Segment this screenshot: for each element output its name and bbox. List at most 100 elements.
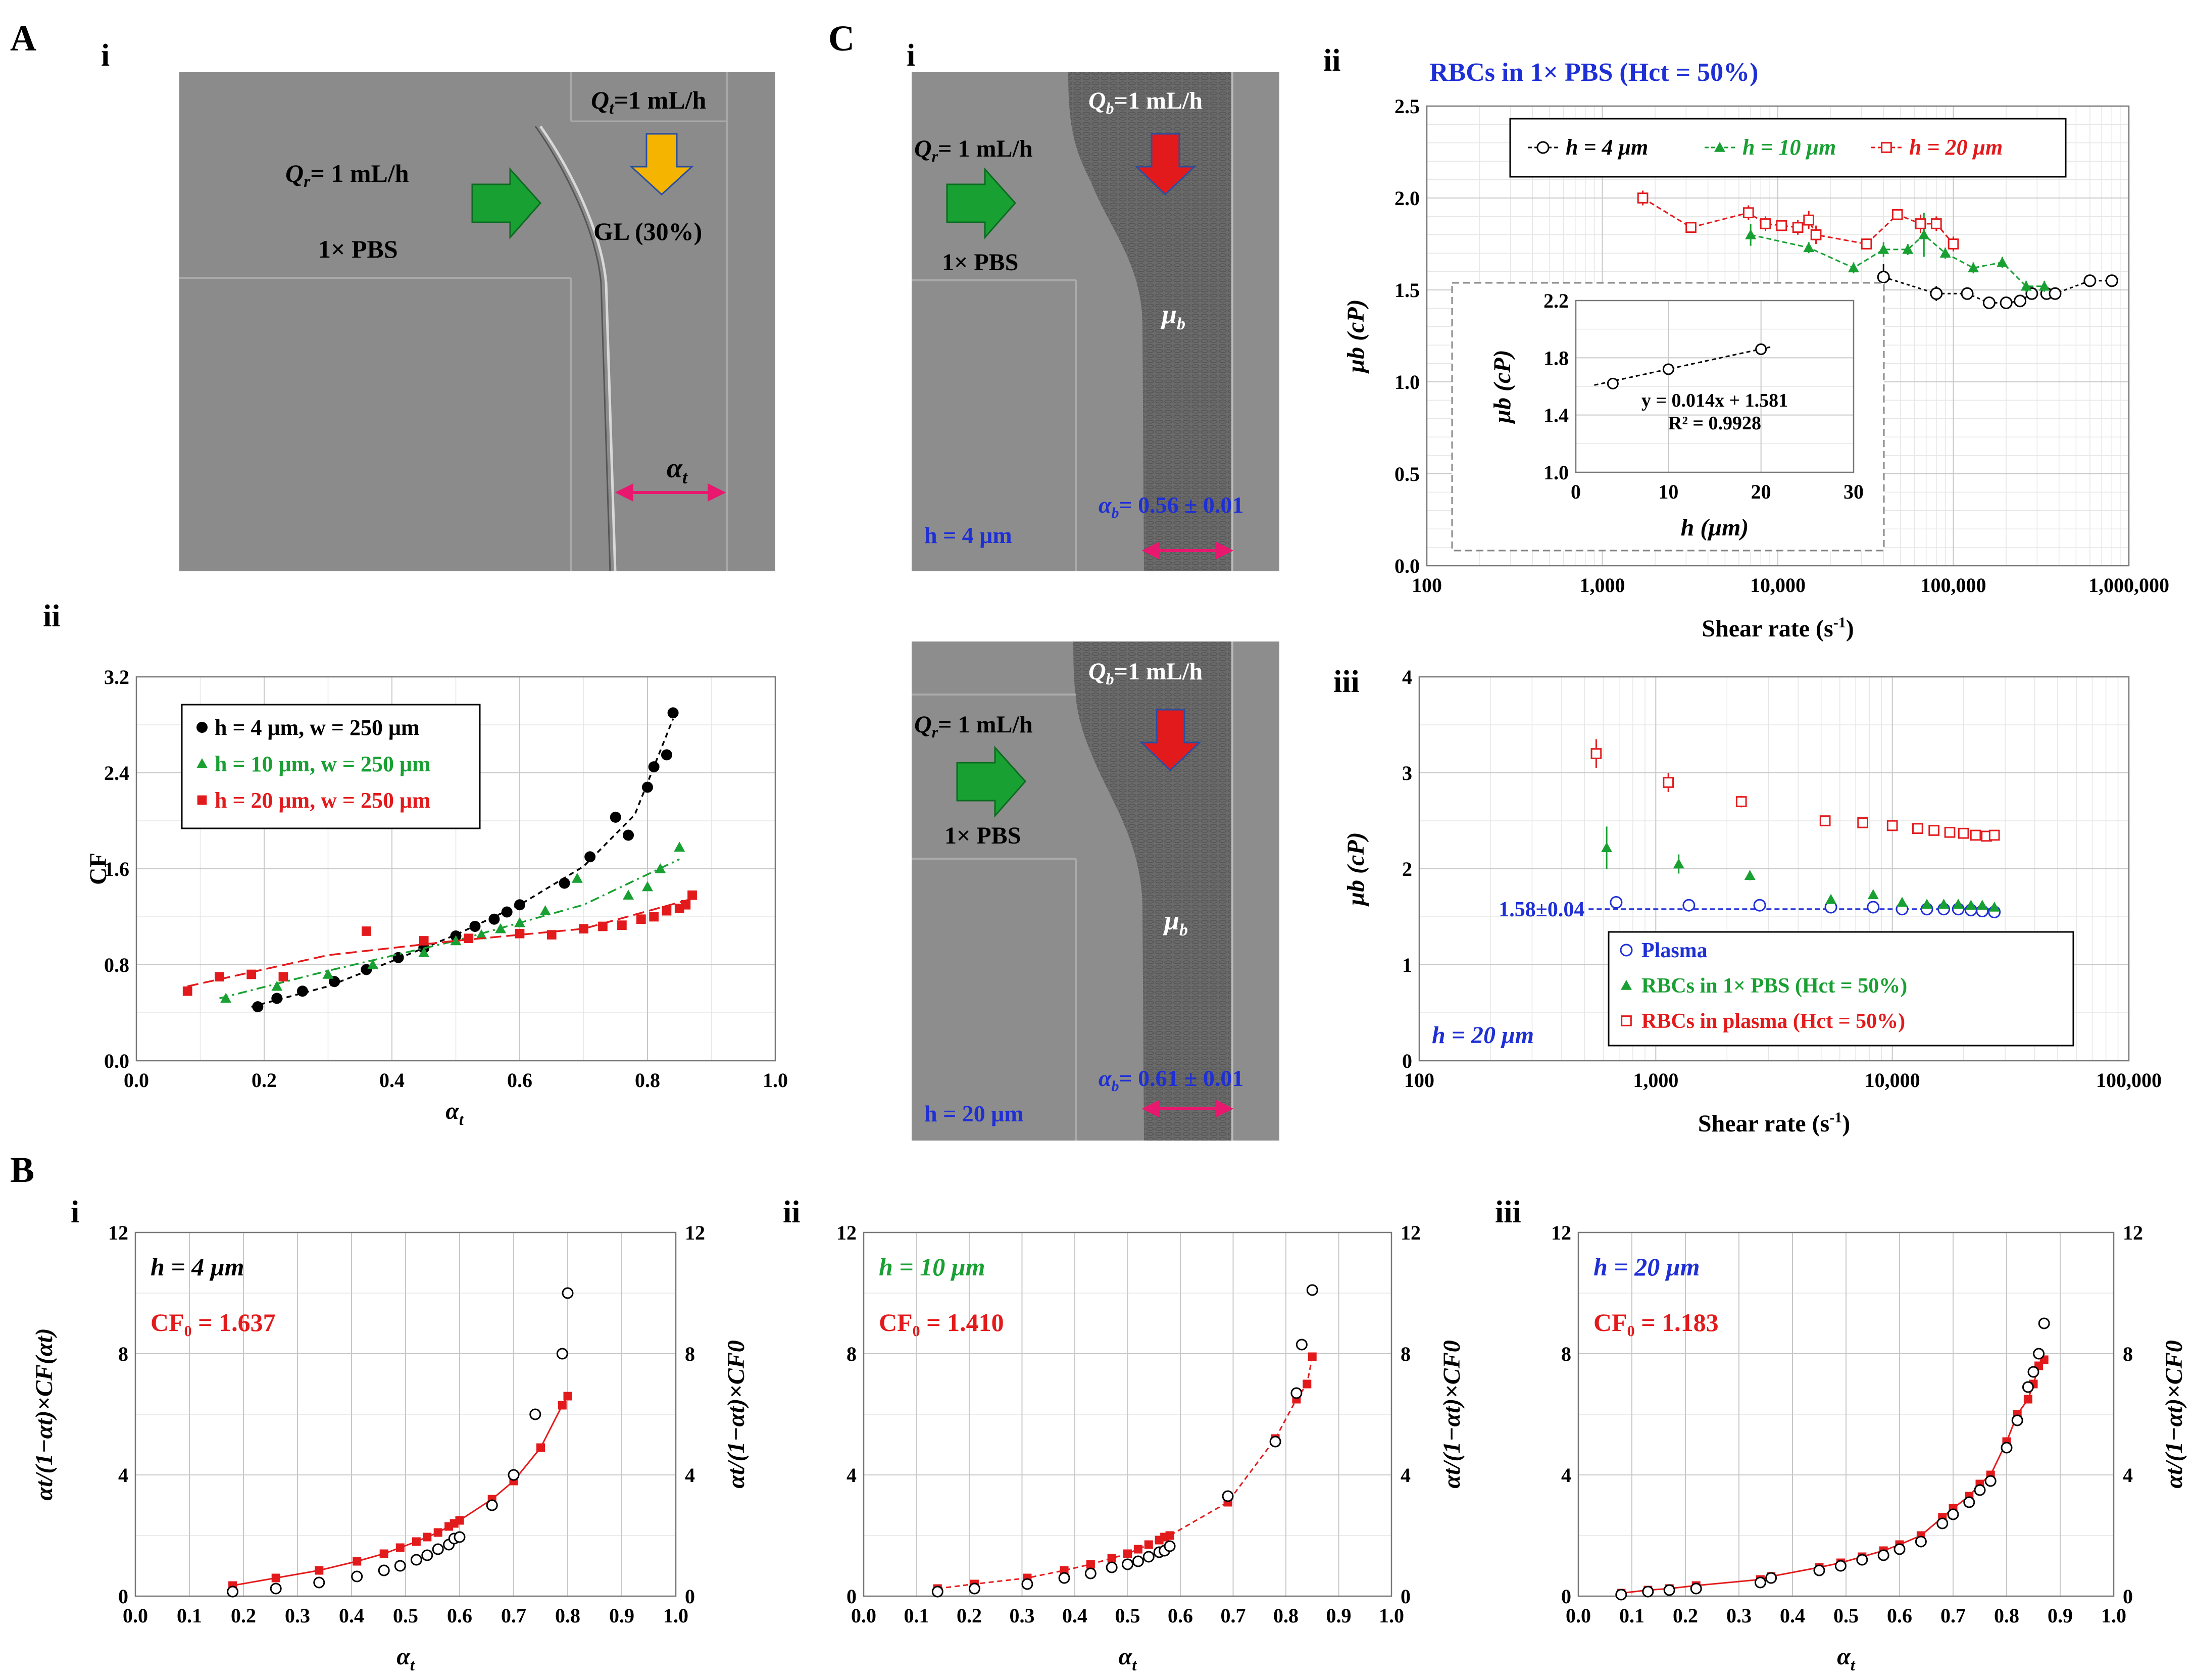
y2-tick-label: 4 <box>2123 1464 2133 1487</box>
legend-marker <box>1620 944 1633 957</box>
x-tick-label: 0.2 <box>1673 1604 1698 1627</box>
x-tick-label: 1,000 <box>1580 574 1625 597</box>
measured-point <box>968 1583 980 1595</box>
flow-arrow-icon <box>1139 709 1202 772</box>
measured-point <box>227 1586 239 1598</box>
x-axis-label: αt <box>396 1643 415 1674</box>
legend-marker <box>1536 141 1550 154</box>
x-tick-label: 1.0 <box>1379 1604 1404 1627</box>
measured-point <box>1963 1496 1975 1508</box>
svg-text:Qb=1 mL/h: Qb=1 mL/h <box>1088 87 1203 117</box>
y-tick-label: 12 <box>1551 1221 1571 1244</box>
measured-point <box>1754 1576 1766 1589</box>
x-tick-label: 10,000 <box>1865 1069 1920 1092</box>
y-tick-label: 0.0 <box>1394 555 1420 577</box>
y2-axis-label: αt/(1−αt)×CF0 <box>723 1340 750 1489</box>
plot-frame <box>1575 300 1855 473</box>
x-tick-label: 0.6 <box>507 1069 532 1092</box>
measured-point <box>2027 1366 2039 1378</box>
data-point <box>1601 842 1613 852</box>
measured-point <box>1856 1554 1868 1566</box>
measured-point <box>1663 1584 1675 1596</box>
sub-label-a-ii: ii <box>43 599 60 633</box>
legend-marker <box>197 795 207 805</box>
y2-tick-label: 8 <box>2123 1343 2133 1365</box>
x-axis-label: Shear rate (s-1) <box>1702 614 1854 642</box>
x-tick-label: 0.4 <box>339 1604 364 1627</box>
data-point <box>322 969 334 979</box>
fit-r2: R² = 0.9928 <box>1668 413 1761 434</box>
legend-marker <box>1714 142 1725 152</box>
data-point <box>598 921 608 931</box>
data-point <box>392 952 404 963</box>
measured-point <box>2001 1442 2013 1454</box>
data-point <box>1825 894 1837 904</box>
legend-entry: h = 10 μm <box>1742 135 1836 160</box>
svg-text:Qt=1 mL/h: Qt=1 mL/h <box>591 86 706 118</box>
data-point <box>584 851 596 863</box>
svg-text:1× PBS: 1× PBS <box>944 822 1021 849</box>
trend-line <box>219 858 680 1000</box>
data-point <box>419 936 429 946</box>
model-point <box>2023 1395 2032 1404</box>
measured-point <box>1084 1567 1096 1579</box>
inset-y-label: μb (cP) <box>1489 350 1516 424</box>
svg-text:μb: μb <box>1160 299 1185 333</box>
legend-marker <box>196 758 208 768</box>
data-point <box>1861 238 1872 250</box>
data-point <box>182 986 192 996</box>
x-tick-label: 0.6 <box>1168 1604 1193 1627</box>
x-tick-label: 0.5 <box>393 1604 418 1627</box>
inset-point <box>1607 377 1619 389</box>
model-point <box>563 1392 572 1401</box>
data-point <box>1803 242 1815 253</box>
y-tick-label: 1.6 <box>104 858 129 880</box>
panel-letter-b: B <box>10 1150 34 1190</box>
panel-letter-a: A <box>10 18 36 59</box>
data-point <box>514 917 525 927</box>
svg-text:h = 4 μm: h = 4 μm <box>924 522 1012 548</box>
data-point <box>252 1001 264 1013</box>
measured-point <box>1642 1586 1654 1598</box>
y-tick-label: 1.0 <box>1394 371 1420 393</box>
measured-point <box>1974 1484 1986 1496</box>
model-point <box>423 1533 432 1542</box>
measured-point <box>1615 1589 1627 1601</box>
data-point <box>1848 262 1859 273</box>
data-point <box>1938 899 1950 909</box>
legend-entry: h = 20 μm <box>1909 135 2003 160</box>
measured-point <box>556 1348 568 1360</box>
fit-line <box>1594 346 1771 386</box>
legend-box <box>1509 118 2067 178</box>
data-point <box>674 842 685 852</box>
y2-tick-label: 4 <box>685 1464 695 1487</box>
measured-point <box>351 1570 363 1583</box>
x-tick-label: 100,000 <box>1921 574 1986 597</box>
plot-frame <box>1426 105 2130 567</box>
measured-point <box>1058 1572 1070 1584</box>
data-point <box>1819 815 1831 826</box>
data-point <box>1590 748 1602 759</box>
x-tick-label: 0.4 <box>379 1069 405 1092</box>
data-point <box>1988 829 2000 841</box>
x-tick-label: 0.9 <box>1326 1604 1352 1627</box>
x-tick-label: 0.2 <box>252 1069 277 1092</box>
data-point <box>662 906 672 916</box>
x-tick-label: 0.1 <box>904 1604 929 1627</box>
x-tick-label: 0.7 <box>501 1604 526 1627</box>
y-tick-label: 8 <box>118 1343 128 1365</box>
measured-point <box>1021 1578 1033 1590</box>
fit-equation: y = 0.014x + 1.581 <box>1641 390 1788 411</box>
data-point <box>2014 294 2027 308</box>
data-point <box>1982 296 1996 309</box>
model-point <box>1303 1379 1312 1389</box>
legend-entry: h = 4 μm <box>1566 135 1648 160</box>
sub-label-c-iii: iii <box>1333 665 1360 699</box>
measured-point <box>378 1564 390 1576</box>
x-tick-label: 10,000 <box>1750 574 1806 597</box>
data-point <box>1902 243 1914 254</box>
data-point <box>642 781 653 793</box>
chart-b-ii: 0.0 0.1 0.2 0.3 0.4 0.5 0.6 0.7 0.8 0.9 1.00 04 48 81… <box>836 1221 1465 1674</box>
data-point <box>546 930 557 940</box>
x-axis-label: αt <box>1119 1643 1137 1674</box>
